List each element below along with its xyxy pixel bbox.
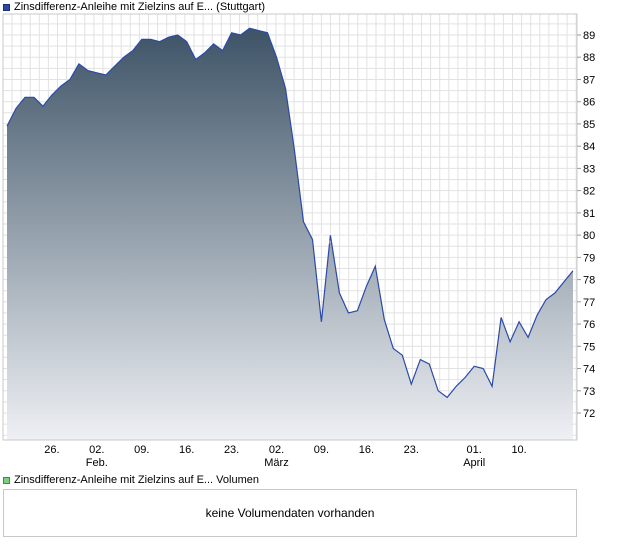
y-tick-label: 85	[583, 119, 595, 131]
x-tick-label: 09.	[314, 444, 329, 456]
y-tick-label: 81	[583, 208, 595, 220]
plot-border	[2, 13, 578, 441]
y-tick-label: 89	[583, 30, 595, 42]
y-tick-label: 84	[583, 141, 595, 153]
y-tick-label: 79	[583, 252, 595, 264]
volume-panel: keine Volumendaten vorhanden	[3, 489, 577, 537]
y-tick-label: 80	[583, 230, 595, 242]
volume-legend-label: Zinsdifferenz-Anleihe mit Zielzins auf E…	[14, 474, 259, 486]
x-tick-label: 02.	[269, 444, 284, 456]
y-tick-label: 74	[583, 364, 595, 376]
y-tick-label: 73	[583, 386, 595, 398]
y-tick-label: 76	[583, 319, 595, 331]
price-legend: Zinsdifferenz-Anleihe mit Zielzins auf E…	[3, 0, 265, 14]
volume-empty-message: keine Volumendaten vorhanden	[205, 506, 375, 520]
x-tick-label: 09.	[134, 444, 149, 456]
x-tick-label: 02.	[89, 444, 104, 456]
x-tick-label: 23.	[404, 444, 419, 456]
x-tick-label: 16.	[179, 444, 194, 456]
y-tick-label: 86	[583, 97, 595, 109]
price-area	[7, 28, 573, 441]
y-tick-label: 82	[583, 186, 595, 198]
volume-legend: Zinsdifferenz-Anleihe mit Zielzins auf E…	[3, 473, 259, 487]
month-label: Feb.	[86, 457, 108, 469]
x-tick-label: 26.	[44, 444, 59, 456]
price-line	[6, 27, 574, 399]
y-tick-label: 87	[583, 75, 595, 87]
watermark: CHECK	[318, 228, 395, 250]
x-tick-label: 16.	[359, 444, 374, 456]
y-tick-label: 88	[583, 52, 595, 64]
y-tick-label: 78	[583, 275, 595, 287]
x-tick-label: 23.	[224, 444, 239, 456]
month-label: April	[463, 457, 485, 469]
y-tick-label: 83	[583, 163, 595, 175]
x-tick-label: 10.	[511, 444, 526, 456]
price-legend-swatch	[3, 3, 10, 11]
price-legend-label: Zinsdifferenz-Anleihe mit Zielzins auf E…	[14, 1, 266, 13]
y-tick-label: 77	[583, 297, 595, 309]
y-tick-label: 72	[583, 408, 595, 420]
y-tick-label: 75	[583, 341, 595, 353]
volume-legend-swatch	[3, 476, 10, 484]
month-label: März	[264, 457, 288, 469]
x-tick-label: 01.	[467, 444, 482, 456]
